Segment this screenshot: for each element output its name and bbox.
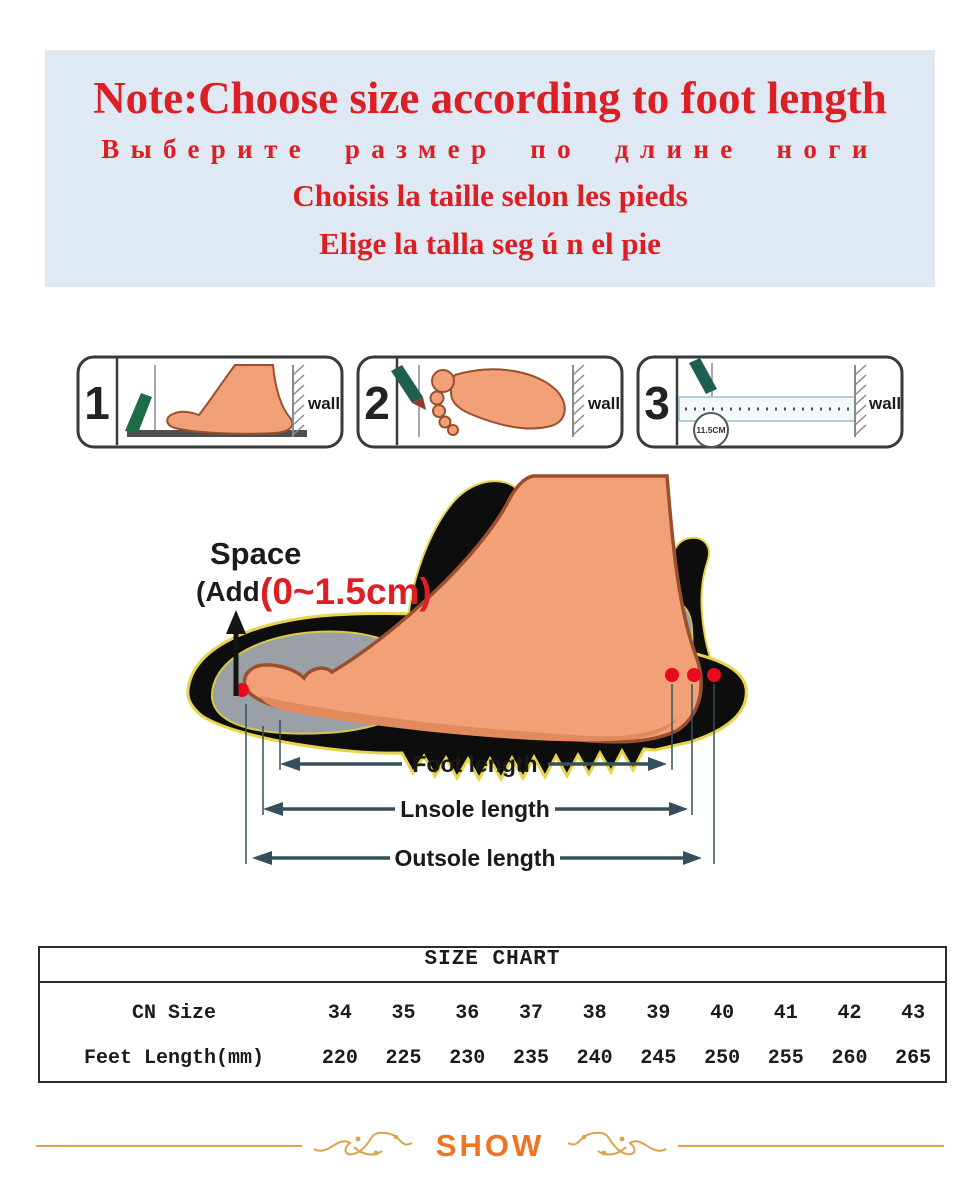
- length-value-cell: 245: [640, 1047, 677, 1070]
- flourish-left-icon: [313, 1131, 413, 1156]
- wall-hatch-icon: [854, 364, 867, 437]
- pencil-icon: [391, 365, 423, 403]
- step-number: 3: [644, 377, 670, 429]
- foot-sole-shape: [429, 368, 566, 436]
- measure-step-3: 3 11.5CM wall: [635, 353, 905, 451]
- wall-label: wall: [307, 394, 340, 413]
- notice-title-english: Note:Choose size according to foot lengt…: [93, 73, 887, 123]
- length-value-cell: 235: [512, 1047, 549, 1070]
- insole-length-label: Lnsole length: [400, 796, 550, 822]
- measure-wedge-icon: [125, 393, 152, 433]
- step-number: 2: [364, 377, 390, 429]
- length-value-cell: 240: [576, 1047, 613, 1070]
- foot-sole-trace-icon: 2 wall: [356, 355, 624, 449]
- foot-measurement-diagram: Space (Add (0~1.5cm) F: [150, 468, 810, 893]
- size-chart-title: SIZE CHART: [40, 948, 945, 983]
- step-number: 1: [84, 377, 110, 429]
- show-divider: SHOW: [0, 1115, 980, 1177]
- divider-line-right: [678, 1145, 944, 1147]
- length-value-cell: 230: [449, 1047, 486, 1070]
- size-value-cell: 41: [773, 1002, 798, 1025]
- length-value-cell: 265: [895, 1047, 932, 1070]
- notice-subtitle-french: Choisis la taille selon les pieds: [292, 178, 688, 213]
- length-value-cell: 255: [767, 1047, 804, 1070]
- size-value-cell: 42: [837, 1002, 862, 1025]
- dimension-lines: [270, 762, 685, 860]
- pencil-icon: [689, 358, 717, 394]
- space-label: Space: [210, 536, 301, 571]
- add-prefix-label: (Add: [196, 576, 260, 607]
- size-value-cell: 35: [391, 1002, 416, 1025]
- size-value-cell: 34: [327, 1002, 352, 1025]
- wall-hatch-icon: [292, 364, 305, 437]
- measure-step-2: 2 wall: [355, 353, 625, 451]
- measurement-callout-circle: [693, 412, 729, 448]
- show-label: SHOW: [435, 1128, 545, 1163]
- outsole-length-label: Outsole length: [395, 845, 556, 871]
- wall-hatch-icon: [572, 364, 585, 437]
- notice-panel: Note:Choose size according to foot lengt…: [45, 50, 935, 287]
- divider-line-left: [36, 1145, 302, 1147]
- dimension-arrowheads: [252, 757, 702, 865]
- measure-point-dots: [235, 668, 721, 697]
- foot-shading: [260, 696, 678, 742]
- length-value-cell: 260: [831, 1047, 868, 1070]
- ruler-mark-label: 11.5CM: [696, 425, 725, 435]
- length-value-cell: 225: [385, 1047, 422, 1070]
- measure-step-1: 1 wall: [75, 353, 345, 451]
- length-value-cell: 250: [704, 1047, 741, 1070]
- size-value-cell: 40: [710, 1002, 735, 1025]
- row-label: Feet Length(mm): [83, 1047, 265, 1070]
- length-value-cell: 220: [321, 1047, 358, 1070]
- foot-on-sole-illustration: Space (Add (0~1.5cm) F: [186, 474, 748, 871]
- foot-length-label: Foot length: [412, 751, 537, 777]
- wall-label: wall: [587, 394, 620, 413]
- table-row-cn-size: CN Size 34 35 36 37 38 39 40 41 42 43: [40, 991, 945, 1036]
- row-label: CN Size: [131, 1002, 216, 1025]
- extension-lines: [245, 684, 715, 864]
- size-chart-table: SIZE CHART CN Size 34 35 36 37 38 39 40 …: [38, 946, 947, 1083]
- add-range-label: (0~1.5cm): [260, 571, 432, 612]
- size-value-cell: 38: [582, 1002, 607, 1025]
- ruler-measure-icon: 3 11.5CM wall: [636, 355, 904, 449]
- size-value-cell: 43: [901, 1002, 926, 1025]
- size-value-cell: 36: [455, 1002, 480, 1025]
- table-row-feet-length: Feet Length(mm) 220 225 230 235 240 245 …: [40, 1036, 945, 1081]
- size-value-cell: 37: [518, 1002, 543, 1025]
- notice-subtitle-russian: Выберите размер по длине ноги: [101, 134, 879, 164]
- flourish-right-icon: [567, 1131, 667, 1156]
- foot-side-shape: [166, 364, 294, 435]
- foot-side-measure-icon: 1 wall: [76, 355, 344, 449]
- size-value-cell: 39: [646, 1002, 671, 1025]
- wall-label: wall: [868, 394, 901, 413]
- notice-subtitle-spanish: Elige la talla seg ú n el pie: [319, 226, 661, 261]
- ruler-icon: [678, 396, 856, 422]
